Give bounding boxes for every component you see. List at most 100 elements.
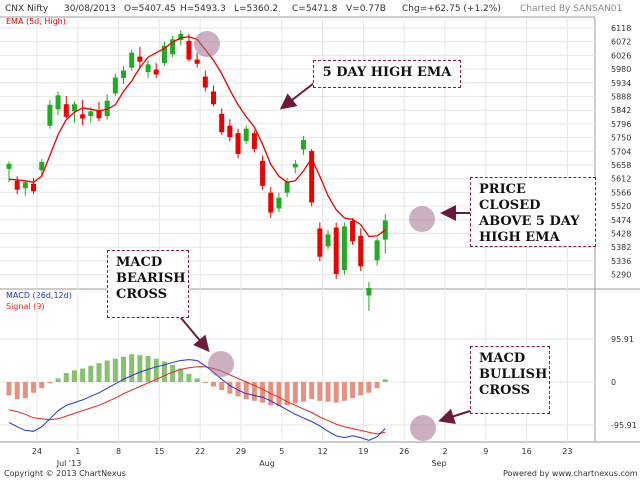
candle-body bbox=[243, 128, 249, 142]
price-y-tick-label: 5980 bbox=[611, 65, 631, 74]
candle-body bbox=[194, 59, 200, 64]
x-month-label: Jul '13 bbox=[56, 459, 82, 468]
histogram-bar bbox=[251, 382, 257, 401]
ema-callout: 5 DAY HIGH EMA bbox=[313, 60, 461, 88]
price-y-tick-label: 5888 bbox=[611, 93, 631, 102]
candle-body bbox=[251, 133, 257, 149]
candle-body bbox=[71, 104, 77, 112]
histogram-bar bbox=[333, 382, 339, 403]
candle-body bbox=[358, 235, 364, 267]
macd-bullish-line-1: MACD bbox=[479, 351, 526, 366]
candle-body bbox=[170, 39, 176, 55]
price-y-tick-label: 5290 bbox=[611, 271, 631, 280]
candle-body bbox=[366, 288, 372, 296]
header-high: H=5493.3 bbox=[180, 4, 226, 14]
x-tick-label: 15 bbox=[154, 447, 164, 456]
candle-body bbox=[276, 197, 282, 209]
histogram-bar bbox=[112, 358, 118, 382]
histogram-bar bbox=[243, 382, 249, 400]
histogram-bar bbox=[96, 363, 102, 382]
histogram-bar bbox=[22, 382, 28, 399]
price-y-tick-label: 5750 bbox=[611, 134, 631, 143]
price-y-tick-label: 5658 bbox=[611, 161, 631, 170]
header-close: C=5471.8 bbox=[292, 4, 338, 14]
histogram-bar bbox=[161, 361, 167, 382]
histogram-bar bbox=[202, 382, 208, 383]
x-tick-label: 22 bbox=[195, 447, 205, 456]
x-tick-label: 12 bbox=[318, 447, 328, 456]
price-y-tick-label: 6118 bbox=[611, 24, 631, 33]
histogram-bar bbox=[211, 382, 216, 387]
price-y-ticks: 6118 6072 6026 5980 5934 5888 5842 5796 5750 5704… bbox=[611, 24, 631, 280]
x-tick-label: 26 bbox=[399, 447, 409, 456]
macd-bearish-line-3: CROSS bbox=[116, 287, 167, 302]
histogram-bar bbox=[292, 382, 298, 404]
macd-line bbox=[8, 359, 386, 441]
candle-body bbox=[374, 240, 380, 261]
bearish-cross-highlight bbox=[208, 351, 234, 377]
price-closed-line-1: PRICE CLOSED bbox=[479, 182, 541, 213]
macd-y-tick-label: -95.91 bbox=[611, 421, 637, 430]
macd-bearish-line-1: MACD bbox=[116, 255, 163, 270]
x-month-label: Aug bbox=[259, 459, 275, 468]
candle-body bbox=[88, 111, 94, 117]
histogram-bar bbox=[71, 370, 77, 382]
candle-body bbox=[129, 52, 135, 68]
histogram-bar bbox=[186, 373, 192, 382]
x-tick-label: 9 bbox=[483, 447, 488, 456]
histogram-bar bbox=[88, 365, 94, 382]
candle-body bbox=[112, 77, 118, 94]
header-change: Chg=+62.75 (+1.2%) bbox=[402, 4, 501, 14]
histogram-bar bbox=[300, 382, 306, 402]
header-date: 30/08/2013 bbox=[64, 4, 116, 14]
candle-body bbox=[227, 125, 233, 138]
histogram-bar bbox=[55, 378, 61, 382]
histogram-bar bbox=[341, 382, 347, 401]
histogram-bar bbox=[317, 382, 323, 401]
histogram-bar bbox=[47, 382, 53, 384]
macd-bullish-line-3: CROSS bbox=[479, 383, 530, 398]
histogram-bar bbox=[170, 364, 176, 382]
bullish-cross-highlight bbox=[410, 415, 436, 441]
price-closed-line-2: ABOVE 5 DAY bbox=[479, 214, 580, 229]
candle-body bbox=[22, 182, 28, 189]
histogram-bar bbox=[366, 382, 372, 393]
price-y-tick-label: 5474 bbox=[611, 216, 631, 225]
histogram-bar bbox=[194, 378, 200, 382]
x-tick-label: 29 bbox=[236, 447, 246, 456]
candle-body bbox=[96, 110, 102, 119]
ema-legend: EMA (5d, High) bbox=[6, 17, 66, 26]
price-y-tick-label: 5842 bbox=[611, 106, 631, 115]
histogram-bar bbox=[153, 358, 159, 382]
histogram-bar bbox=[6, 382, 12, 396]
histogram-bar bbox=[276, 382, 282, 407]
histogram-bar bbox=[129, 354, 135, 382]
ema-close-highlight bbox=[409, 206, 435, 232]
histogram-bar bbox=[227, 382, 233, 394]
header-open: O=5407.45 bbox=[124, 4, 176, 14]
macd-y-tick-label: 95.91 bbox=[611, 335, 634, 344]
candle-body bbox=[63, 104, 69, 117]
macd-bearish-callout: MACD BEARISH CROSS bbox=[107, 250, 189, 318]
candle-body bbox=[137, 56, 143, 62]
x-tick-label: 2 bbox=[442, 447, 447, 456]
histogram-bar bbox=[121, 356, 127, 382]
candle-body bbox=[284, 181, 290, 193]
price-y-tick-label: 5796 bbox=[611, 120, 631, 129]
price-y-tick-label: 5566 bbox=[611, 188, 631, 197]
ema-top-highlight bbox=[194, 31, 220, 57]
candle-body bbox=[300, 139, 306, 150]
histogram-bar bbox=[178, 368, 184, 382]
signal-legend: Signal (9) bbox=[6, 302, 44, 311]
histogram-bar bbox=[219, 382, 225, 391]
macd-legend: MACD (26d,12d) bbox=[6, 291, 72, 300]
histogram-bar bbox=[325, 382, 331, 402]
candle-body bbox=[47, 104, 53, 126]
candle-body bbox=[39, 162, 45, 171]
candle-body bbox=[333, 227, 339, 275]
candle-body bbox=[186, 40, 192, 60]
x-tick-label: 8 bbox=[116, 447, 121, 456]
price-y-tick-label: 5704 bbox=[611, 147, 631, 156]
candle-body bbox=[55, 95, 61, 110]
candle-body bbox=[317, 228, 323, 257]
